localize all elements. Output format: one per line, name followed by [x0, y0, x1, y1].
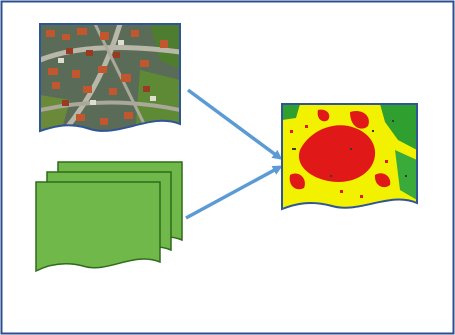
arrow-photo-to-map	[186, 88, 283, 160]
aerial-photo-icon	[39, 23, 181, 133]
risk-map-icon	[281, 103, 418, 211]
arrow-layers-to-map	[185, 165, 283, 220]
stack-layer-front	[35, 181, 161, 273]
document-stack-icon	[35, 161, 183, 273]
